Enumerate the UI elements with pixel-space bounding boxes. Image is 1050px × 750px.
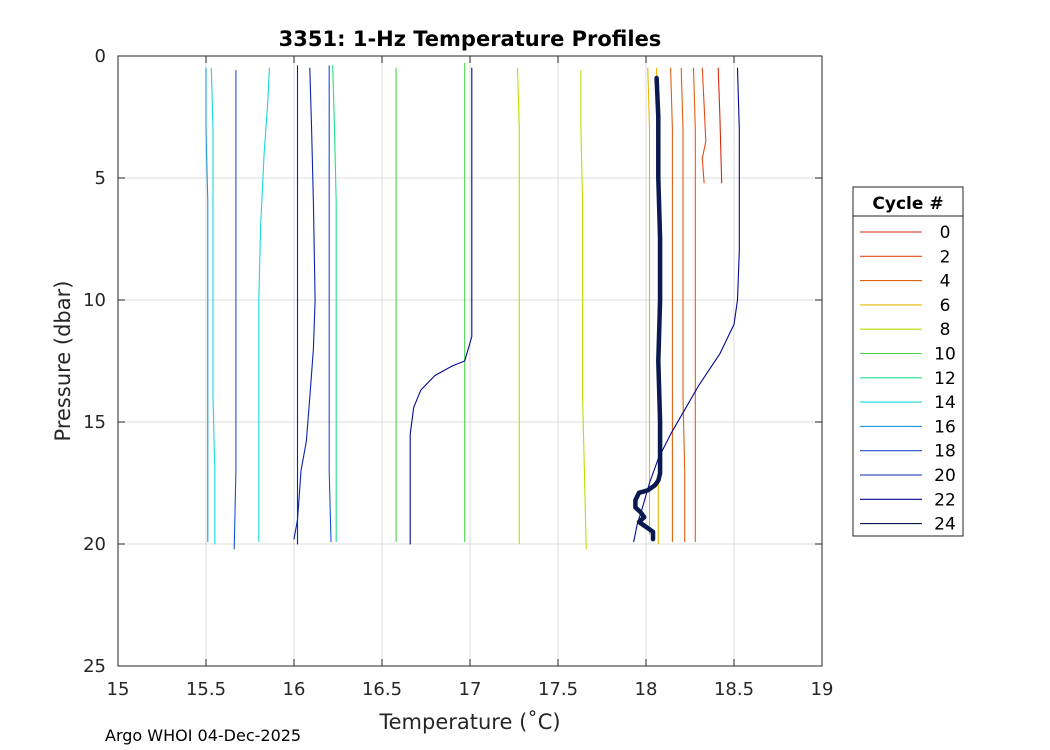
- grid-lines: [118, 56, 822, 666]
- x-tick-label: 15: [107, 679, 130, 700]
- legend-label-cycle-6: 6: [940, 296, 951, 316]
- series-line-cycle-18: [328, 65, 332, 543]
- x-tick-label: 18.5: [714, 679, 754, 700]
- y-axis-ticks: 0 5 10 15 20 25: [83, 46, 822, 677]
- x-tick-label: 16.5: [362, 679, 402, 700]
- x-tick-label: 18: [635, 679, 658, 700]
- legend-label-cycle-2: 2: [940, 247, 951, 267]
- x-tick-label: 15.5: [186, 679, 226, 700]
- series-line-cycle-8: [516, 67, 520, 545]
- legend-label-cycle-0: 0: [940, 223, 951, 243]
- series-line-cycle-14: [210, 67, 216, 545]
- y-tick-label: 5: [95, 168, 106, 189]
- series-line-cycle-18: [233, 70, 237, 550]
- series-line-cycle-4: [670, 67, 673, 543]
- legend-label-cycle-18: 18: [934, 442, 956, 462]
- legend-label-cycle-8: 8: [940, 320, 951, 340]
- legend-title: Cycle #: [872, 194, 943, 214]
- x-tick-label: 16: [283, 679, 306, 700]
- x-tick-label: 17: [459, 679, 482, 700]
- y-tick-label: 25: [83, 656, 106, 677]
- series-line-cycle-14: [258, 67, 270, 543]
- x-axis-ticks: 15 15.5 16 16.5 17 17.5 18 18.5 19: [107, 56, 834, 700]
- data-series: [205, 62, 740, 550]
- y-tick-label: 20: [83, 534, 106, 555]
- chart-title: 3351: 1-Hz Temperature Profiles: [279, 27, 662, 51]
- series-line-cycle-24: [633, 75, 663, 542]
- series-line-cycle-16: [205, 67, 209, 543]
- x-tick-label: 19: [811, 679, 834, 700]
- series-line-cycle-22: [633, 67, 740, 543]
- series-line-cycle-22: [409, 67, 473, 545]
- series-line-cycle-4: [692, 67, 696, 543]
- legend-label-cycle-24: 24: [934, 515, 956, 535]
- footer-note: Argo WHOI 04-Dec-2025: [105, 726, 301, 745]
- y-tick-label: 10: [83, 290, 106, 311]
- x-tick-label: 17.5: [538, 679, 578, 700]
- series-line-cycle-12: [332, 65, 337, 543]
- series-line-cycle-8: [580, 70, 587, 550]
- legend-label-cycle-16: 16: [934, 417, 956, 437]
- legend-label-cycle-22: 22: [934, 490, 956, 510]
- y-axis-label: Pressure (dbar): [51, 281, 75, 442]
- legend-label-cycle-10: 10: [934, 345, 956, 365]
- legend-box: [852, 186, 964, 537]
- legend-label-cycle-12: 12: [934, 369, 956, 389]
- legend-label-cycle-4: 4: [940, 272, 951, 292]
- y-tick-label: 0: [95, 46, 106, 67]
- y-tick-label: 15: [83, 412, 106, 433]
- legend-label-cycle-20: 20: [934, 466, 956, 486]
- series-line-cycle-4: [680, 67, 686, 543]
- series-line-cycle-6: [647, 67, 651, 535]
- series-line-cycle-2: [701, 67, 707, 184]
- series-line-cycle-0: [717, 67, 723, 184]
- series-line-cycle-20: [293, 67, 316, 540]
- x-axis-label: Temperature (˚C): [378, 710, 560, 734]
- legend-label-cycle-14: 14: [934, 393, 956, 413]
